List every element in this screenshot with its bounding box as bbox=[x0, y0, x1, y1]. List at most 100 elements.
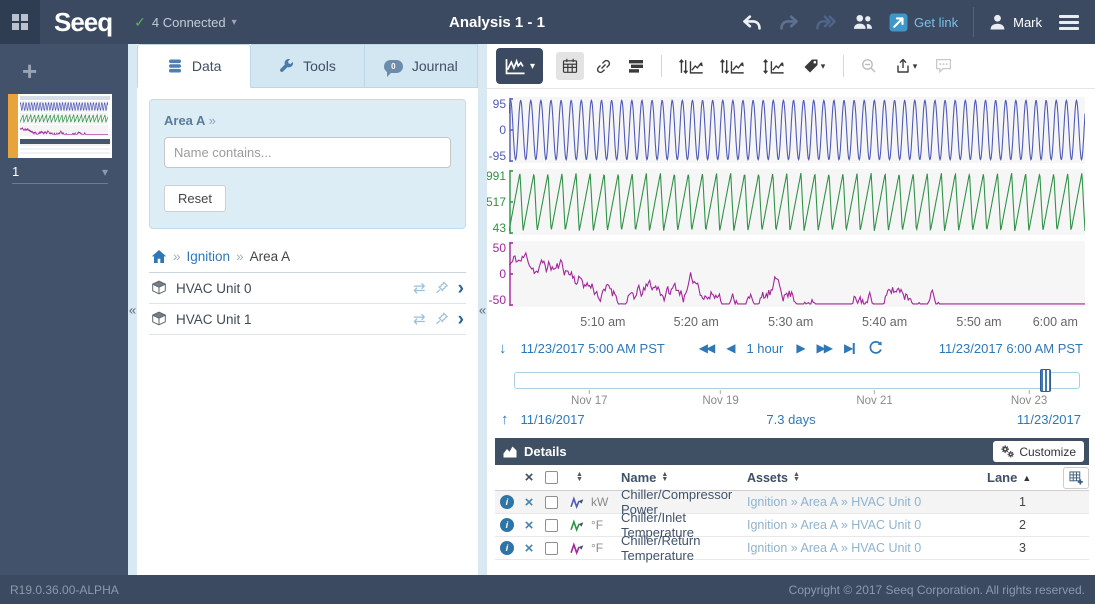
swap-asset-icon[interactable]: ⇄ bbox=[413, 279, 426, 297]
y-tick: 95 bbox=[493, 98, 506, 110]
remove-signal-icon[interactable]: × bbox=[525, 518, 534, 533]
thumbnail-preview bbox=[18, 94, 112, 158]
hamburger-menu-button[interactable] bbox=[1057, 13, 1081, 32]
collapse-left-icon: « bbox=[479, 302, 486, 317]
signal-plot-compressor-power[interactable] bbox=[509, 97, 1085, 163]
calendar-range-button[interactable] bbox=[556, 52, 584, 80]
undo-button[interactable] bbox=[741, 14, 763, 30]
zoom-out-button[interactable] bbox=[855, 52, 883, 80]
select-signal-checkbox[interactable] bbox=[545, 496, 558, 509]
expand-timeline-arrow-icon[interactable]: ↑ bbox=[501, 411, 509, 428]
autoscale-button[interactable] bbox=[755, 52, 791, 80]
export-button[interactable]: ▾ bbox=[888, 52, 924, 80]
select-signal-checkbox[interactable] bbox=[545, 519, 558, 532]
tab-data[interactable]: Data bbox=[137, 44, 251, 88]
step-forward-half-button[interactable]: ▶ bbox=[796, 341, 803, 355]
lanes-button[interactable] bbox=[622, 52, 650, 80]
view-selector-button[interactable]: ▾ bbox=[496, 48, 543, 84]
link-time-button[interactable] bbox=[589, 52, 617, 80]
sort-type-control[interactable]: ▲▼ bbox=[576, 473, 583, 482]
info-icon[interactable]: i bbox=[500, 518, 514, 532]
sort-lane-asc-icon[interactable]: ▲ bbox=[1022, 473, 1031, 483]
drill-in-chevron-icon[interactable]: › bbox=[458, 279, 464, 298]
add-column-button[interactable] bbox=[1063, 467, 1089, 489]
step-forward-full-button[interactable]: ▶▶ bbox=[817, 341, 831, 355]
signal-asset-path[interactable]: Ignition » Area A » HVAC Unit 0 bbox=[747, 518, 987, 532]
customize-button[interactable]: Customize bbox=[993, 441, 1084, 462]
swap-asset-icon[interactable]: ⇄ bbox=[413, 310, 426, 328]
collapse-data-panel-handle[interactable]: « bbox=[478, 44, 487, 575]
seeq-logo[interactable]: Seeq bbox=[54, 7, 112, 38]
app-switcher-button[interactable] bbox=[0, 0, 40, 44]
search-input[interactable] bbox=[164, 137, 451, 168]
reset-button[interactable]: Reset bbox=[164, 185, 226, 212]
data-panel: Data Tools 0 Journal Area A » Reset bbox=[137, 44, 478, 575]
pin-icon[interactable] bbox=[435, 312, 449, 326]
tab-journal[interactable]: 0 Journal bbox=[365, 44, 478, 88]
top-bar: Seeq ✓ 4 Connected ▾ Analysis 1 - 1 Get … bbox=[0, 0, 1095, 44]
share-lanes-button[interactable] bbox=[714, 52, 750, 80]
worksheet-options-caret-icon[interactable]: ▾ bbox=[102, 165, 108, 179]
signal-row-inlet-temperature[interactable]: i × °F Chiller/Inlet Temperature Ignitio… bbox=[495, 514, 1089, 537]
asset-row-hvac-1[interactable]: HVAC Unit 1 ⇄ › bbox=[149, 304, 466, 335]
signal-style-icon[interactable] bbox=[570, 496, 585, 509]
signal-style-icon[interactable] bbox=[570, 542, 585, 555]
x-tick-label: 5:40 am bbox=[862, 315, 907, 329]
worksheet-thumbnail[interactable] bbox=[8, 94, 128, 158]
connected-status-dropdown[interactable]: ✓ 4 Connected ▾ bbox=[134, 14, 237, 31]
auto-update-icon[interactable] bbox=[867, 340, 883, 356]
sort-name-control[interactable]: ▲▼ bbox=[661, 473, 668, 482]
forward-all-button[interactable] bbox=[815, 14, 837, 30]
get-link-button[interactable]: Get link bbox=[889, 13, 958, 32]
remove-signal-icon[interactable]: × bbox=[525, 495, 534, 510]
step-back-full-button[interactable]: ◀◀ bbox=[699, 341, 713, 355]
sort-assets-control[interactable]: ▲▼ bbox=[793, 473, 800, 482]
drill-in-chevron-icon[interactable]: › bbox=[458, 310, 464, 329]
timeline-range[interactable]: 7.3 days bbox=[766, 412, 815, 427]
signal-row-return-temperature[interactable]: i × °F Chiller/Return Temperature Igniti… bbox=[495, 537, 1089, 560]
panel-tabs: Data Tools 0 Journal bbox=[137, 44, 478, 88]
info-icon[interactable]: i bbox=[500, 495, 514, 509]
pin-icon[interactable] bbox=[435, 281, 449, 295]
range-start[interactable]: 11/23/2017 5:00 AM PST bbox=[521, 341, 665, 356]
tab-tools-label: Tools bbox=[303, 58, 336, 74]
info-icon[interactable]: i bbox=[500, 541, 514, 555]
signal-asset-path[interactable]: Ignition » Area A » HVAC Unit 0 bbox=[747, 495, 987, 509]
customize-label: Customize bbox=[1019, 445, 1076, 459]
remove-all-icon[interactable]: × bbox=[525, 470, 534, 485]
signal-plot-inlet-temperature[interactable] bbox=[509, 169, 1085, 235]
step-to-now-button[interactable]: ▶ bbox=[844, 341, 854, 355]
users-access-button[interactable] bbox=[852, 14, 874, 30]
remove-signal-icon[interactable]: × bbox=[525, 541, 534, 556]
step-back-half-button[interactable]: ◀ bbox=[726, 341, 733, 355]
y-tick: -95 bbox=[489, 150, 506, 162]
select-signal-checkbox[interactable] bbox=[545, 542, 558, 555]
column-header-lane: Lane bbox=[987, 470, 1017, 485]
user-menu[interactable]: Mark bbox=[989, 14, 1042, 30]
signal-asset-path[interactable]: Ignition » Area A » HVAC Unit 0 bbox=[747, 541, 987, 555]
annotate-button[interactable] bbox=[929, 52, 957, 80]
signal-plot-return-temperature[interactable] bbox=[509, 241, 1085, 307]
zoom-out-icon bbox=[861, 58, 877, 74]
separate-lanes-button[interactable] bbox=[673, 52, 709, 80]
new-worksheet-button[interactable]: + bbox=[22, 58, 128, 84]
timeline-start[interactable]: 11/16/2017 bbox=[521, 412, 585, 427]
signal-row-compressor-power[interactable]: i × kW Chiller/Compressor Power Ignition… bbox=[495, 491, 1089, 514]
labels-button[interactable]: ▾ bbox=[796, 52, 832, 80]
range-duration[interactable]: 1 hour bbox=[746, 341, 783, 356]
select-all-checkbox[interactable] bbox=[545, 471, 558, 484]
collapse-sidebar-handle[interactable]: « bbox=[128, 44, 137, 575]
signal-style-icon[interactable] bbox=[570, 519, 585, 532]
breadcrumb-link-ignition[interactable]: Ignition bbox=[187, 249, 231, 264]
redo-button[interactable] bbox=[778, 14, 800, 30]
y-axis-labels: 991 517 43 bbox=[489, 169, 509, 235]
cube-icon bbox=[151, 311, 167, 327]
timeline-end[interactable]: 11/23/2017 bbox=[1017, 412, 1081, 427]
timeline-track[interactable] bbox=[514, 372, 1080, 389]
timeline-handle[interactable] bbox=[1040, 369, 1051, 392]
collapse-range-arrow-icon[interactable]: ↓ bbox=[499, 340, 507, 357]
home-icon[interactable] bbox=[151, 249, 167, 264]
asset-row-hvac-0[interactable]: HVAC Unit 0 ⇄ › bbox=[149, 273, 466, 304]
tab-tools[interactable]: Tools bbox=[251, 44, 364, 88]
range-end[interactable]: 11/23/2017 6:00 AM PST bbox=[939, 341, 1083, 356]
